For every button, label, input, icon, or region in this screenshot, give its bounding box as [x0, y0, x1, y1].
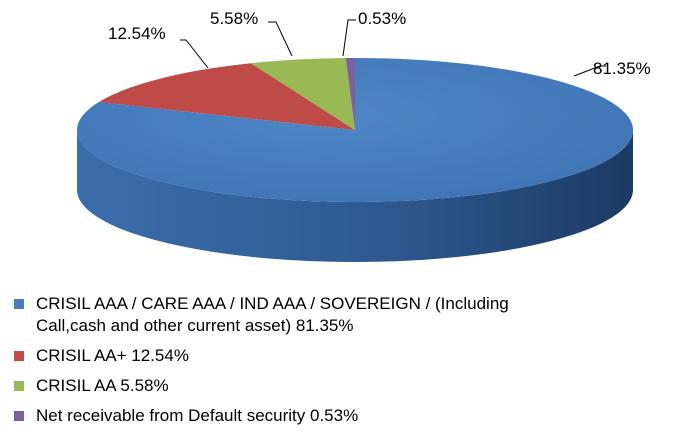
legend: CRISIL AAA / CARE AAA / IND AAA / SOVERE… [14, 293, 674, 435]
leader-line [573, 65, 606, 77]
slice-aa-plus [98, 63, 356, 131]
legend-label-aa-plus: CRISIL AA+ 12.54% [36, 346, 189, 365]
legend-item-aa: CRISIL AA 5.58% [14, 375, 674, 397]
legend-swatch-aa-plus [14, 351, 24, 361]
legend-swatch-aaa [14, 299, 24, 309]
data-label: 81.35% [593, 59, 651, 78]
leader-line [180, 39, 209, 69]
slice-net-receivable [345, 58, 355, 130]
legend-item-aa-plus: CRISIL AA+ 12.54% [14, 345, 674, 367]
legend-label-aaa-line2: Call,cash and other current asset) 81.35… [36, 316, 354, 335]
legend-label-aa: CRISIL AA 5.58% [36, 376, 169, 395]
leader-line [342, 19, 356, 57]
data-label: 0.53% [358, 9, 406, 28]
pie-chart: 81.35% 12.54% 5.58% 0.53% [77, 9, 651, 262]
legend-item-net-receivable: Net receivable from Default security 0.5… [14, 405, 674, 427]
legend-label-net-receivable: Net receivable from Default security 0.5… [36, 406, 359, 425]
legend-item-aaa: CRISIL AAA / CARE AAA / IND AAA / SOVERE… [14, 293, 674, 337]
legend-label-aaa-line1: CRISIL AAA / CARE AAA / IND AAA / SOVERE… [36, 294, 509, 313]
slice-aa [250, 58, 355, 130]
leader-line [268, 21, 293, 57]
legend-swatch-aa [14, 381, 24, 391]
data-label: 5.58% [210, 9, 258, 28]
slice-aaa-side [77, 130, 633, 262]
legend-swatch-net-receivable [14, 411, 24, 421]
data-label: 12.54% [108, 24, 166, 43]
